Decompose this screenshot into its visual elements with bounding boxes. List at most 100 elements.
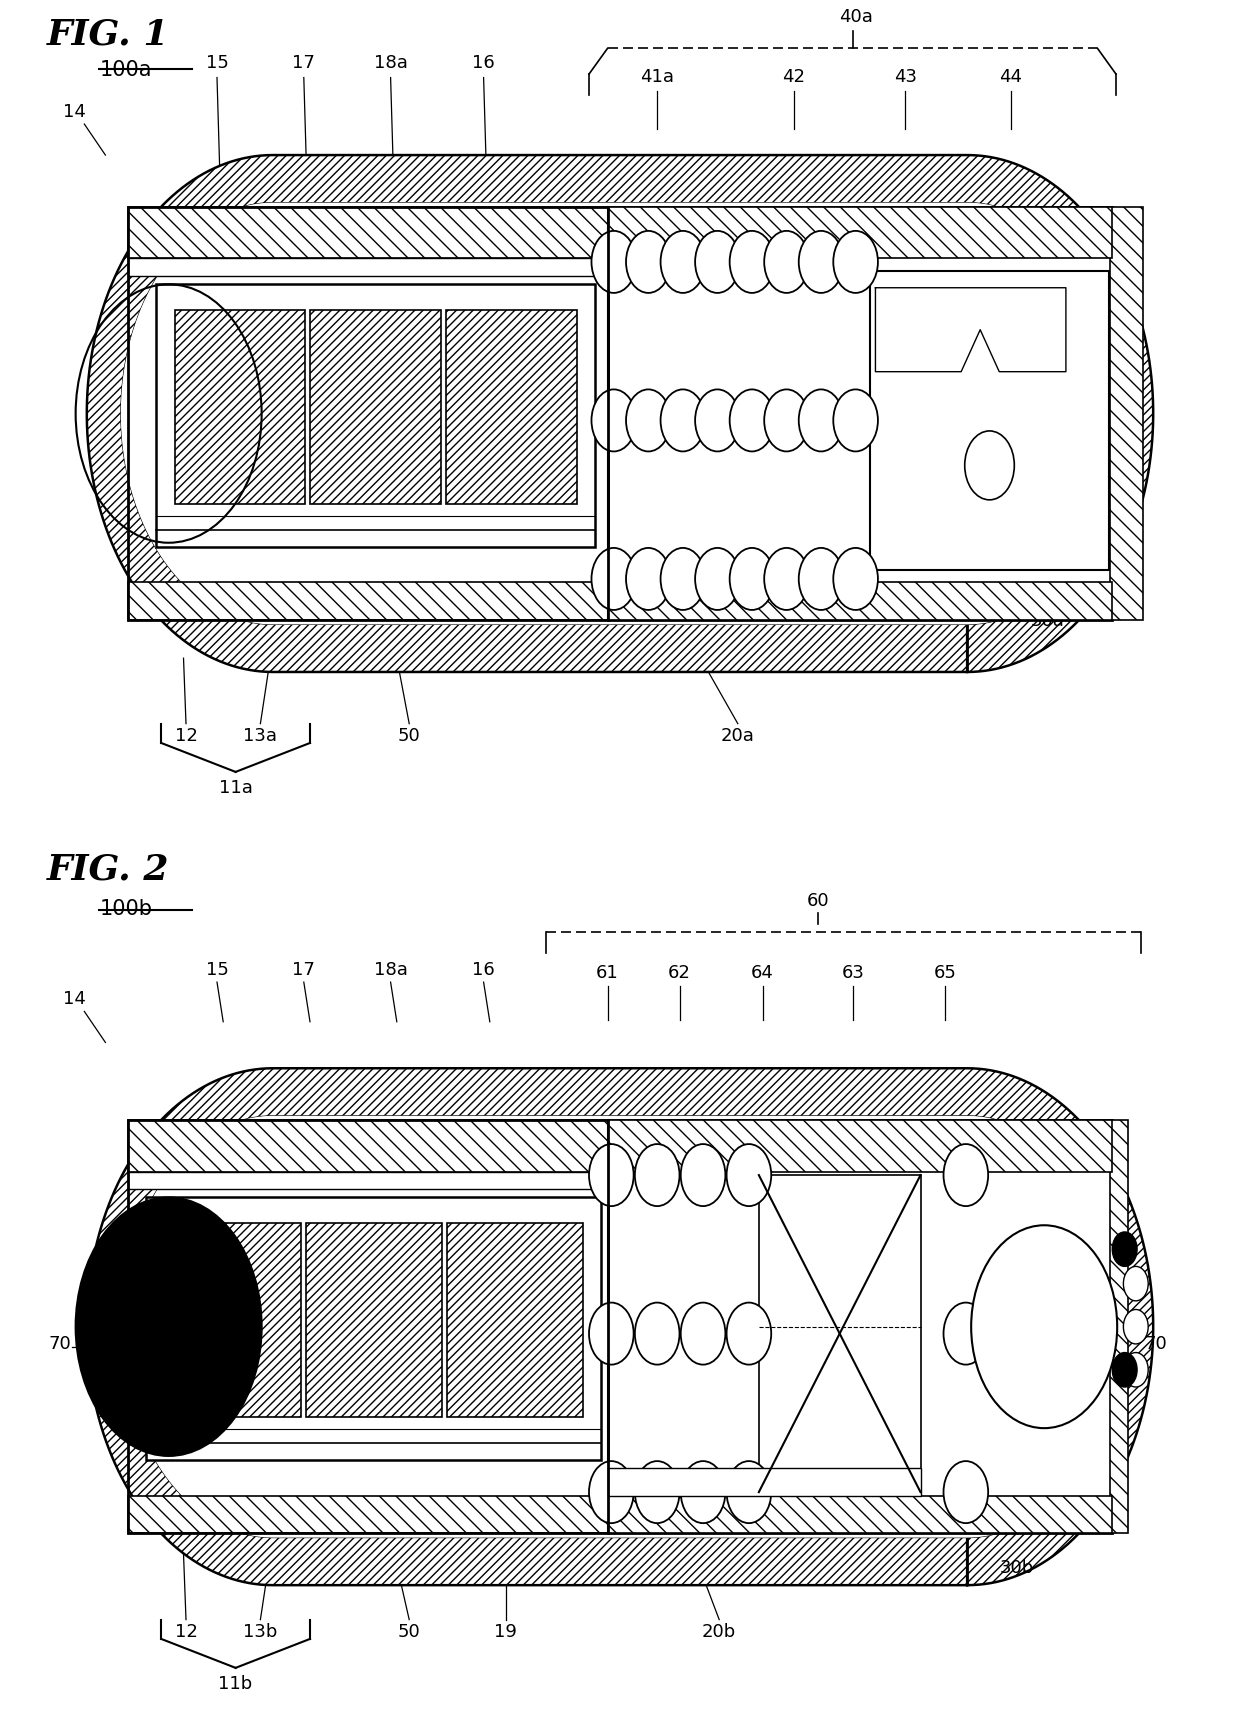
Circle shape	[635, 1144, 680, 1206]
Circle shape	[635, 1461, 680, 1523]
Text: 65: 65	[934, 965, 956, 982]
Circle shape	[1123, 1309, 1148, 1344]
Text: 20a: 20a	[720, 727, 755, 744]
Text: 15: 15	[206, 55, 228, 72]
Circle shape	[591, 389, 636, 451]
Circle shape	[944, 1144, 988, 1206]
Text: 12: 12	[175, 1623, 197, 1640]
Text: 16: 16	[472, 961, 495, 979]
Text: 70: 70	[48, 1335, 71, 1353]
Text: 60: 60	[807, 893, 830, 910]
Text: 13b: 13b	[243, 1623, 278, 1640]
Circle shape	[944, 1303, 988, 1365]
Circle shape	[727, 1303, 771, 1365]
Circle shape	[729, 231, 774, 293]
Text: 13a: 13a	[243, 727, 278, 744]
Bar	[608, 1468, 920, 1496]
Bar	[608, 1120, 1112, 1533]
Circle shape	[1112, 1353, 1137, 1387]
Text: 19: 19	[495, 1623, 517, 1640]
Bar	[608, 1120, 1112, 1172]
Text: 100a: 100a	[99, 60, 151, 81]
Polygon shape	[87, 155, 1153, 672]
Text: 40a: 40a	[838, 9, 873, 26]
Circle shape	[589, 1303, 634, 1365]
Circle shape	[799, 548, 843, 610]
Text: 64: 64	[751, 965, 774, 982]
Circle shape	[626, 231, 671, 293]
Bar	[165, 1223, 301, 1416]
Text: 18a: 18a	[373, 961, 408, 979]
Text: 12: 12	[175, 727, 197, 744]
Circle shape	[681, 1461, 725, 1523]
Circle shape	[661, 231, 706, 293]
Circle shape	[589, 1144, 634, 1206]
Text: 20b: 20b	[702, 1623, 737, 1640]
Text: 30b: 30b	[999, 1559, 1034, 1577]
Bar	[128, 207, 608, 620]
Circle shape	[799, 389, 843, 451]
Bar	[128, 258, 608, 276]
Polygon shape	[122, 203, 1118, 624]
Text: 50: 50	[398, 727, 420, 744]
Text: 41a: 41a	[640, 69, 675, 86]
Text: 17: 17	[293, 55, 315, 72]
Text: 17: 17	[293, 961, 315, 979]
Circle shape	[696, 389, 740, 451]
Bar	[128, 582, 608, 620]
Circle shape	[1123, 1266, 1148, 1301]
Text: 63: 63	[842, 965, 864, 982]
Text: FIG. 2: FIG. 2	[47, 853, 170, 887]
Bar	[608, 207, 1112, 620]
Text: FIG. 1: FIG. 1	[47, 17, 170, 52]
Bar	[128, 1496, 608, 1533]
Text: 14: 14	[63, 991, 86, 1008]
Circle shape	[681, 1303, 725, 1365]
Circle shape	[971, 1225, 1117, 1428]
Circle shape	[76, 1197, 262, 1456]
Bar	[608, 582, 1112, 620]
Bar	[128, 1172, 608, 1189]
Circle shape	[729, 389, 774, 451]
Circle shape	[729, 548, 774, 610]
Circle shape	[696, 231, 740, 293]
Polygon shape	[122, 1117, 1118, 1537]
Circle shape	[589, 1461, 634, 1523]
Bar	[306, 1223, 441, 1416]
Bar	[759, 1175, 920, 1492]
Text: 44: 44	[999, 69, 1022, 86]
Bar	[1110, 1120, 1128, 1533]
Polygon shape	[87, 155, 1153, 672]
Circle shape	[626, 389, 671, 451]
Text: 16: 16	[472, 55, 495, 72]
Circle shape	[635, 1303, 680, 1365]
Bar	[870, 271, 1109, 570]
Text: 18a: 18a	[373, 55, 408, 72]
Circle shape	[1112, 1232, 1137, 1266]
Bar	[310, 310, 441, 503]
Bar	[128, 207, 608, 258]
Bar	[1110, 207, 1143, 620]
Circle shape	[833, 548, 878, 610]
Text: 11a: 11a	[218, 779, 253, 796]
Bar	[446, 310, 577, 503]
Bar	[446, 1223, 583, 1416]
Circle shape	[799, 231, 843, 293]
Circle shape	[626, 548, 671, 610]
Text: 42: 42	[782, 69, 805, 86]
Text: 11b: 11b	[218, 1675, 253, 1692]
Circle shape	[661, 389, 706, 451]
Circle shape	[591, 231, 636, 293]
Bar	[608, 1496, 1112, 1533]
Circle shape	[764, 389, 808, 451]
Circle shape	[696, 548, 740, 610]
Bar	[156, 284, 595, 548]
Circle shape	[591, 548, 636, 610]
Text: 15: 15	[206, 961, 228, 979]
Text: 61: 61	[596, 965, 619, 982]
Circle shape	[764, 231, 808, 293]
Bar	[608, 207, 1112, 258]
Circle shape	[727, 1144, 771, 1206]
Circle shape	[833, 231, 878, 293]
Bar	[128, 1120, 608, 1172]
